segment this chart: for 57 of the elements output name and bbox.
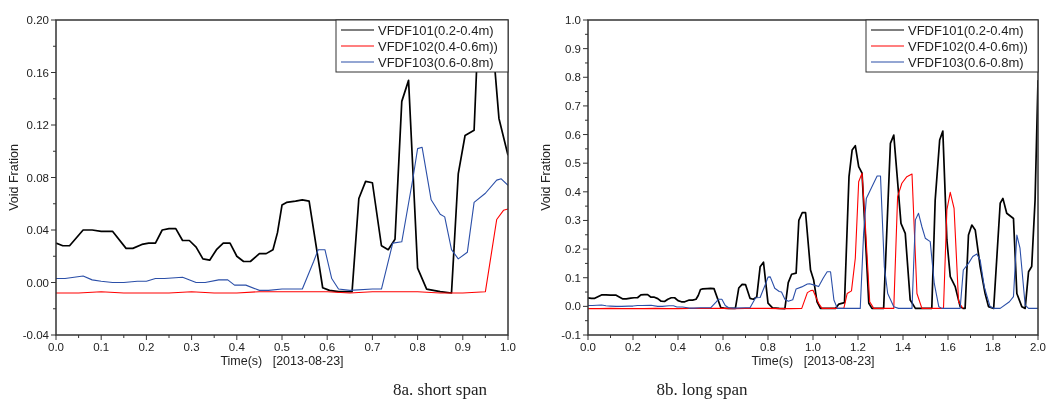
x-tick-label: 0.4 (228, 341, 246, 353)
y-tick-label: 0.9 (565, 42, 581, 55)
y-tick-label: 0.08 (26, 171, 49, 184)
line-series (56, 146, 508, 291)
line-series (56, 208, 508, 294)
x-tick-label: 1.0 (805, 341, 821, 353)
y-tick-label: 0.4 (565, 185, 582, 198)
legend-label: VFDF103(0.6-0.8m) (378, 54, 494, 70)
y-tick-label: 0.6 (565, 128, 581, 141)
y-tick-label: 0.3 (565, 214, 581, 227)
y-tick-label: 0.5 (565, 157, 581, 170)
x-tick-label: 0.9 (454, 341, 471, 353)
y-tick-label: 0.2 (565, 243, 581, 256)
legend-label: VFDF102(0.4-0.6m)) (908, 38, 1028, 54)
y-axis-title: Void Fration (7, 144, 21, 211)
x-tick-label: 0.2 (625, 341, 641, 353)
x-tick-label: 1.8 (985, 341, 1001, 353)
x-tick-label: 2.0 (1030, 341, 1046, 353)
text: 8b. long span (656, 380, 749, 399)
y-tick-label: 1.0 (565, 14, 581, 27)
line-series (588, 175, 1038, 309)
y-tick-label: 0.20 (26, 14, 49, 27)
y-tick-label: 0.7 (565, 99, 581, 112)
x-tick-label: 0.8 (409, 341, 426, 353)
x-tick-label: 0.1 (93, 341, 110, 353)
x-tick-label: 0.2 (138, 341, 155, 353)
x-tick-label: 0.7 (364, 341, 381, 353)
legend-label: VFDF101(0.2-0.4m) (378, 22, 494, 38)
x-tick-label: 0.6 (319, 341, 336, 353)
x-tick-label: 0.6 (715, 341, 731, 353)
y-tick-label: 0.12 (26, 119, 49, 132)
x-tick-label: 0.5 (274, 341, 290, 353)
y-tick-label: 0.1 (565, 271, 581, 284)
y-axis-title: Void Fration (539, 144, 553, 211)
y-tick-label: 0.16 (26, 66, 49, 79)
y-tick-label: 0.8 (565, 71, 581, 84)
y-tick-label: -0.04 (22, 329, 50, 342)
y-tick-label: 0.00 (26, 276, 49, 289)
x-axis-title: Time(s) [2013-08-23] (751, 354, 875, 368)
legend-label: VFDF102(0.4-0.6m)) (378, 38, 498, 54)
legend-label: VFDF101(0.2-0.4m) (908, 22, 1024, 38)
text: 8a. short span (393, 380, 488, 399)
x-tick-label: 1.4 (895, 341, 912, 353)
x-tick-label: 0.0 (48, 341, 64, 353)
x-tick-label: 0.3 (183, 341, 200, 353)
y-tick-label: 0.04 (26, 224, 50, 237)
x-tick-label: 0.8 (760, 341, 776, 353)
x-tick-label: 1.0 (500, 341, 516, 353)
y-tick-label: -0.1 (561, 329, 581, 342)
x-axis-title: Time(s) [2013-08-23] (220, 354, 344, 368)
y-tick-label: 0.0 (565, 300, 581, 313)
x-tick-label: 1.2 (850, 341, 866, 353)
legend-label: VFDF103(0.6-0.8m) (908, 54, 1024, 70)
line-series (588, 172, 964, 310)
x-tick-label: 0.4 (670, 341, 687, 353)
x-tick-label: 0.0 (580, 341, 596, 353)
x-tick-label: 1.6 (940, 341, 956, 353)
